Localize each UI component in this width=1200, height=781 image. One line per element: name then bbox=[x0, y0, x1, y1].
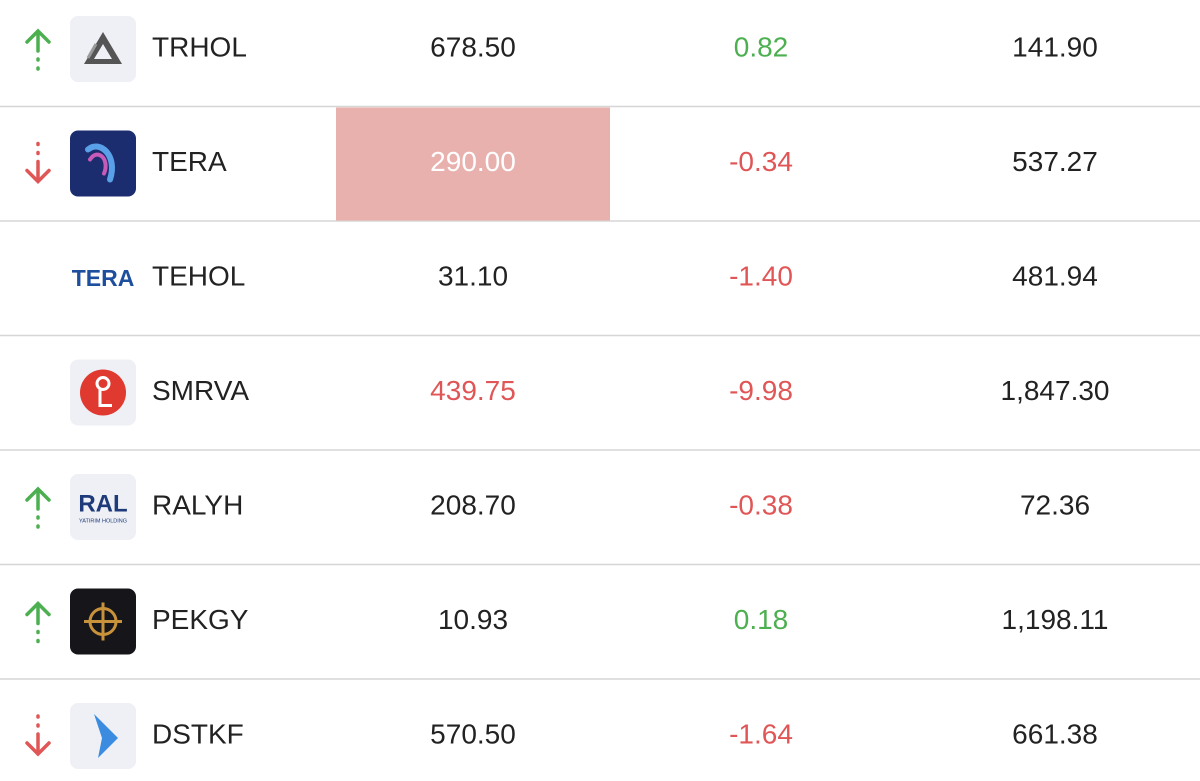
stock-row[interactable]: TERA 290.00 -0.34 537.27 bbox=[0, 107, 1200, 222]
trend-up-arrow bbox=[25, 28, 51, 71]
company-logo bbox=[70, 588, 136, 655]
change: -1.64 bbox=[729, 718, 793, 749]
logo-shape bbox=[86, 43, 98, 59]
stock-row[interactable]: SMRVA 439.75 -9.98 1,847.30 bbox=[0, 359, 1200, 451]
change: 0.18 bbox=[734, 604, 789, 635]
logo-shape bbox=[95, 376, 111, 391]
volume: 72.36 bbox=[1020, 489, 1090, 520]
stock-row[interactable]: TERA TEHOL 31.10 -1.40 481.94 bbox=[0, 260, 1200, 337]
ticker: TERA bbox=[152, 146, 227, 177]
trend-up-arrow bbox=[25, 601, 51, 644]
company-logo bbox=[70, 359, 136, 426]
ticker: PEKGY bbox=[152, 604, 249, 635]
change: 0.82 bbox=[734, 31, 789, 62]
volume: 141.90 bbox=[1012, 31, 1098, 62]
trend-up-arrow bbox=[25, 486, 51, 529]
price-flash bbox=[336, 107, 610, 221]
logo-text: RAL bbox=[78, 490, 127, 517]
stock-row[interactable]: TRHOL 678.50 0.82 141.90 bbox=[0, 16, 1200, 108]
logo-shape bbox=[80, 369, 126, 416]
stock-row[interactable]: PEKGY 10.93 0.18 1,198.11 bbox=[0, 588, 1200, 680]
company-logo bbox=[70, 16, 136, 82]
volume: 661.38 bbox=[1012, 718, 1098, 749]
ticker: TEHOL bbox=[152, 260, 245, 291]
logo-box bbox=[70, 16, 136, 82]
price: 570.50 bbox=[430, 718, 516, 749]
stock-row[interactable]: DSTKF 570.50 -1.64 661.38 bbox=[25, 703, 1098, 769]
volume: 1,198.11 bbox=[1002, 604, 1109, 635]
ticker: SMRVA bbox=[152, 375, 249, 406]
change: -0.38 bbox=[729, 489, 793, 520]
logo-box bbox=[70, 474, 136, 540]
price: 290.00 bbox=[430, 146, 516, 177]
price: 10.93 bbox=[438, 604, 508, 635]
change: -1.40 bbox=[729, 260, 793, 291]
ticker: DSTKF bbox=[152, 718, 244, 749]
company-logo bbox=[70, 130, 136, 197]
logo-text: TERA bbox=[72, 265, 135, 291]
logo-shape bbox=[85, 143, 115, 183]
logo-shape bbox=[84, 32, 122, 64]
logo-shape bbox=[98, 389, 112, 407]
logo-shape bbox=[94, 714, 118, 758]
volume: 481.94 bbox=[1012, 260, 1098, 291]
price: 678.50 bbox=[430, 31, 516, 62]
company-logo: TERA bbox=[72, 265, 135, 291]
volume: 1,847.30 bbox=[1001, 375, 1110, 406]
logo-box bbox=[70, 130, 136, 197]
company-logo bbox=[70, 703, 136, 769]
change: -9.98 bbox=[729, 375, 793, 406]
change: -0.34 bbox=[729, 146, 793, 177]
price: 208.70 bbox=[430, 489, 516, 520]
ticker: TRHOL bbox=[152, 31, 247, 62]
volume: 537.27 bbox=[1012, 146, 1098, 177]
price: 31.10 bbox=[438, 260, 508, 291]
logo-shape bbox=[88, 152, 108, 176]
trend-down-arrow bbox=[25, 141, 51, 184]
ticker: RALYH bbox=[152, 489, 243, 520]
logo-subtext: YATIRIM HOLDING bbox=[79, 518, 127, 524]
price: 439.75 bbox=[430, 375, 516, 406]
trend-down-arrow bbox=[25, 714, 51, 757]
